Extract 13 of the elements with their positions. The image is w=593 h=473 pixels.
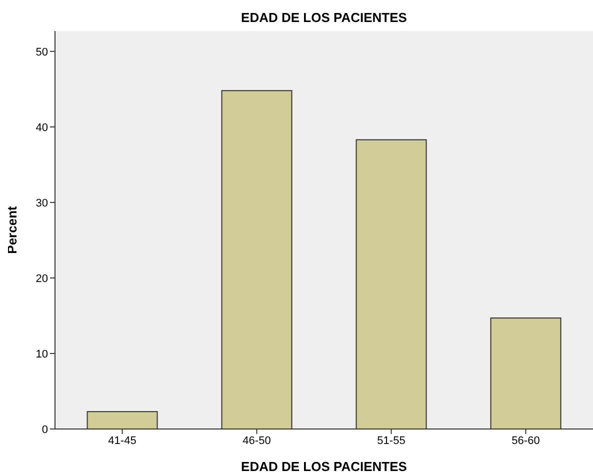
x-axis-title: EDAD DE LOS PACIENTES — [241, 459, 408, 473]
y-axis-title: Percent — [4, 205, 20, 254]
y-tick-label: 30 — [36, 197, 48, 210]
y-tick-label: 40 — [36, 122, 48, 134]
y-tick-label: 10 — [36, 348, 48, 360]
x-tick-label: 56-60 — [512, 434, 540, 447]
x-tick-label: 46-50 — [242, 434, 271, 447]
x-tick-label: 51-55 — [377, 434, 406, 447]
y-tick-label: 0 — [42, 424, 48, 436]
chart-title: EDAD DE LOS PACIENTES — [240, 10, 408, 25]
y-tick-label: 20 — [36, 272, 48, 285]
y-tick-label: 50 — [36, 46, 48, 58]
x-tick-label: 41-45 — [108, 434, 136, 447]
